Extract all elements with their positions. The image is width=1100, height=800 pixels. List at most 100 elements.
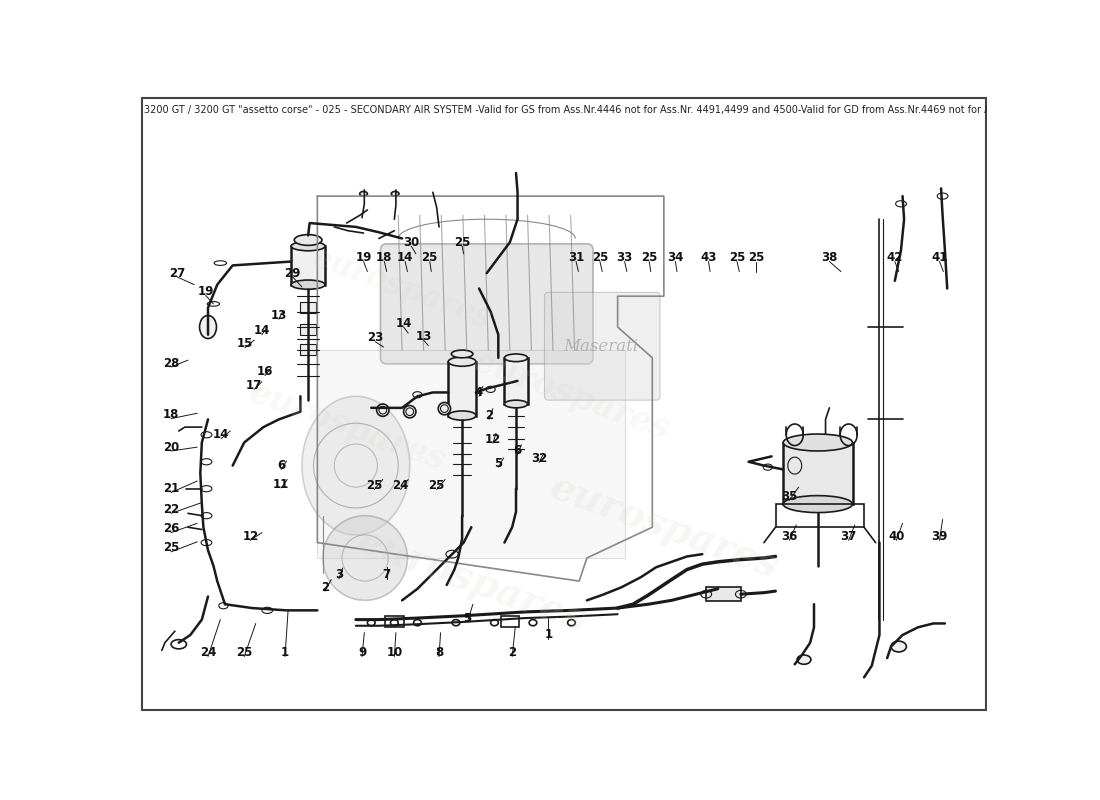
Circle shape: [404, 406, 416, 418]
Text: 21: 21: [163, 482, 179, 495]
FancyBboxPatch shape: [544, 292, 660, 400]
Text: 29: 29: [285, 266, 301, 280]
Text: 16: 16: [256, 365, 273, 378]
Text: 25: 25: [421, 251, 438, 264]
Bar: [300, 302, 316, 313]
Text: 37: 37: [840, 530, 857, 543]
Text: 19: 19: [355, 251, 372, 264]
Text: 13: 13: [271, 309, 287, 322]
FancyBboxPatch shape: [381, 244, 593, 364]
Ellipse shape: [783, 496, 852, 513]
Ellipse shape: [783, 434, 852, 451]
Text: 25: 25: [748, 251, 764, 264]
Ellipse shape: [295, 234, 322, 246]
Text: eurospares: eurospares: [469, 346, 674, 447]
Text: 28: 28: [163, 357, 179, 370]
Text: 14: 14: [395, 317, 411, 330]
Ellipse shape: [392, 191, 399, 196]
Text: 5: 5: [494, 457, 503, 470]
Bar: [385, 616, 404, 626]
Text: 11: 11: [273, 478, 289, 490]
Text: 25: 25: [236, 646, 252, 659]
Bar: [300, 324, 316, 334]
Text: 40: 40: [888, 530, 904, 543]
Text: 35: 35: [781, 490, 798, 503]
Ellipse shape: [505, 400, 528, 408]
Text: 7: 7: [383, 569, 390, 582]
Text: eurospares: eurospares: [352, 522, 591, 640]
Text: 38: 38: [822, 251, 837, 264]
Ellipse shape: [505, 354, 528, 362]
Text: 14: 14: [397, 251, 414, 264]
Text: eurospares: eurospares: [245, 376, 451, 478]
Text: 22: 22: [163, 503, 179, 516]
Text: 20: 20: [163, 441, 179, 454]
Ellipse shape: [292, 280, 326, 290]
Bar: [449, 362, 476, 415]
Ellipse shape: [292, 242, 326, 250]
Text: 14: 14: [213, 428, 229, 442]
Text: 2: 2: [321, 581, 329, 594]
Text: 26: 26: [163, 522, 179, 535]
Ellipse shape: [360, 191, 367, 196]
Text: 8: 8: [434, 646, 443, 659]
Circle shape: [322, 516, 407, 600]
Text: 2: 2: [508, 646, 516, 659]
Text: 33: 33: [616, 251, 632, 264]
Bar: [706, 587, 741, 601]
Text: 3200 GT / 3200 GT "assetto corse" - 025 - SECONDARY AIR SYSTEM -Valid for GS fro: 3200 GT / 3200 GT "assetto corse" - 025 …: [144, 106, 1100, 115]
Text: eurospares: eurospares: [544, 468, 783, 586]
Text: 25: 25: [729, 251, 745, 264]
Text: 10: 10: [386, 646, 403, 659]
Text: 31: 31: [568, 251, 584, 264]
Text: 25: 25: [163, 542, 179, 554]
Text: 14: 14: [254, 324, 271, 338]
Text: 27: 27: [169, 266, 185, 280]
Text: 25: 25: [592, 251, 608, 264]
Text: eurospares: eurospares: [308, 242, 496, 335]
Text: 25: 25: [429, 479, 444, 492]
Bar: [300, 344, 316, 354]
Text: 2: 2: [485, 409, 493, 422]
Text: 4: 4: [475, 386, 483, 399]
Text: 34: 34: [668, 251, 683, 264]
Text: 36: 36: [781, 530, 798, 543]
Text: 17: 17: [246, 379, 262, 392]
Text: 3: 3: [334, 569, 343, 582]
Text: 6: 6: [277, 459, 285, 472]
Text: 25: 25: [366, 479, 383, 492]
Text: 15: 15: [236, 338, 253, 350]
Text: Maserati: Maserati: [563, 338, 638, 354]
Text: 9: 9: [358, 646, 366, 659]
Text: 32: 32: [531, 452, 547, 465]
Circle shape: [376, 404, 389, 416]
Text: 41: 41: [932, 251, 948, 264]
Bar: [505, 358, 528, 404]
Text: 13: 13: [416, 330, 431, 342]
Bar: [783, 442, 852, 504]
Text: 24: 24: [393, 479, 409, 492]
Text: 1: 1: [280, 646, 289, 659]
Text: 12: 12: [485, 433, 501, 446]
Text: 42: 42: [887, 251, 903, 264]
Text: 30: 30: [404, 236, 419, 249]
Text: 24: 24: [200, 646, 217, 659]
Text: 25: 25: [454, 236, 471, 249]
Ellipse shape: [891, 641, 906, 652]
Ellipse shape: [451, 350, 473, 358]
Text: 23: 23: [367, 331, 383, 344]
Text: 18: 18: [163, 408, 179, 422]
Text: 12: 12: [242, 530, 258, 543]
Text: 1: 1: [544, 629, 552, 642]
Text: 43: 43: [701, 251, 717, 264]
Text: 25: 25: [641, 251, 658, 264]
Text: 19: 19: [198, 285, 213, 298]
Ellipse shape: [449, 357, 476, 366]
Ellipse shape: [199, 315, 217, 338]
Ellipse shape: [449, 411, 476, 420]
Circle shape: [438, 402, 451, 414]
Text: 39: 39: [932, 530, 948, 543]
Bar: [318, 350, 625, 558]
Bar: [500, 616, 519, 626]
Ellipse shape: [798, 655, 811, 664]
